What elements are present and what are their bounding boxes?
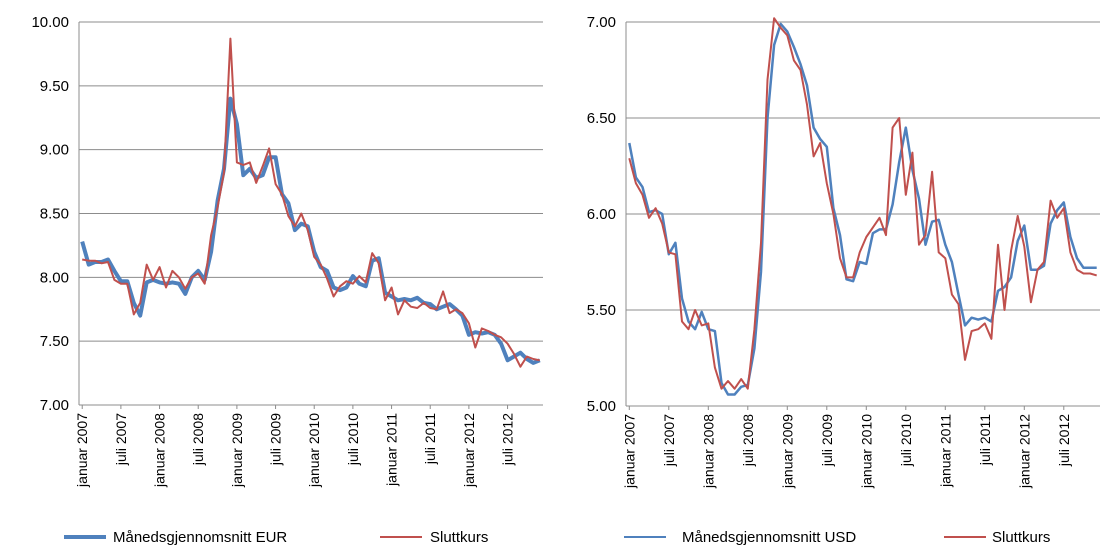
x-tick-label: juli 2011 [977,414,993,466]
x-tick-label: januar 2008 [152,413,168,488]
x-tick-label: juli 2008 [190,413,206,466]
series-line-average [628,22,1097,396]
legend-label: Månedsgjennomsnitt EUR [113,529,287,545]
x-tick-label: juli 2007 [113,413,129,466]
y-tick-label: 7.00 [40,397,69,414]
x-tick-label: januar 2007 [74,413,90,488]
y-tick-label: 6.00 [587,206,616,223]
y-tick-label: 8.50 [40,206,69,223]
x-tick-label: januar 2008 [700,414,716,489]
y-tick-label: 5.50 [587,302,616,319]
x-tick-label: januar 2007 [621,414,637,489]
x-tick-label: juli 2009 [819,414,835,467]
x-tick-label: juli 2007 [661,414,677,467]
legend-label: Sluttkurs [430,529,488,545]
x-tick-label: juli 2010 [345,413,361,466]
y-tick-label: 9.00 [40,142,69,159]
x-tick-label: januar 2012 [1016,414,1032,489]
x-tick-label: juli 2011 [422,413,438,465]
series-line-average [80,96,541,365]
legend-label: Sluttkurs [992,529,1050,545]
y-tick-label: 6.50 [587,110,616,127]
x-tick-label: januar 2012 [461,413,477,488]
x-tick-label: januar 2010 [858,414,874,489]
series-line-closing [82,37,540,368]
y-tick-label: 10.00 [31,14,69,31]
x-tick-label: juli 2012 [1056,414,1072,467]
legend-label: Månedsgjennomsnitt USD [682,529,856,545]
series-line-closing [628,17,1097,390]
x-tick-label: juli 2008 [740,414,756,467]
x-tick-label: juli 2010 [898,414,914,467]
y-tick-label: 5.00 [587,398,616,415]
x-tick-label: januar 2010 [306,413,322,488]
x-tick-label: juli 2012 [500,413,516,466]
y-tick-label: 7.00 [587,14,616,31]
usd-chart: 5.00 5.50 6.00 6.50 7.00 januar 2007 juli 2007… [587,14,1100,545]
x-tick-label: januar 2009 [779,414,795,489]
x-tick-label: juli 2009 [268,413,284,466]
x-tick-label: januar 2009 [229,413,245,488]
x-tick-label: januar 2011 [384,413,400,487]
x-tick-label: januar 2011 [937,414,953,488]
y-tick-label: 8.00 [40,269,69,286]
y-tick-label: 7.50 [40,333,69,350]
y-tick-label: 9.50 [40,78,69,95]
eur-chart: 7.00 7.50 8.00 8.50 9.00 9.50 10.00 januar 2007… [31,14,543,545]
